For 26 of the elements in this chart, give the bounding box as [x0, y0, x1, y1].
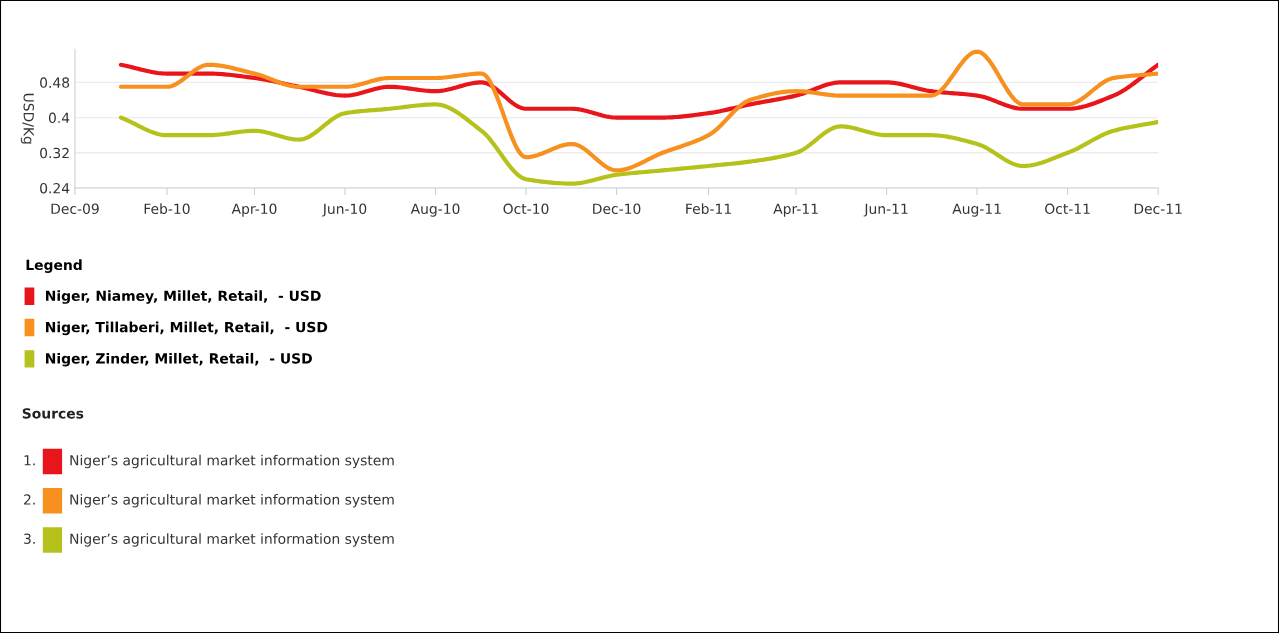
text: 2. Niger’s agricultural market information system	[24, 493, 394, 508]
text: 3. Niger’s agricultural market information system	[24, 533, 394, 547]
x-tick-label: Dec-11	[1134, 203, 1182, 215]
legend-label: Niger, Tillaberi, Millet, Retail, - USD	[46, 321, 328, 336]
y-tick-label: 0.48	[40, 77, 70, 88]
text: Sources	[22, 408, 84, 419]
y-tick-label: 0.4	[48, 112, 70, 124]
x-tick-label: Jun-10	[322, 203, 367, 217]
legend-label: Niger, Niamey, Millet, Retail, - USD	[46, 290, 321, 304]
x-tick-label: Feb-10	[144, 203, 190, 215]
y-tick-label: 0.24	[40, 182, 70, 194]
y-tick-label: 0.32	[40, 147, 69, 159]
x-tick-label: Apr-11	[773, 203, 818, 217]
x-tick-label: Apr-10	[231, 203, 277, 217]
text: 1. Niger’s agricultural market information system	[24, 454, 394, 469]
x-tick-label: Aug-11	[952, 203, 1001, 217]
y-axis-title: USD/Kg	[20, 93, 34, 144]
x-tick-label: Jun-11	[863, 203, 908, 217]
x-tick-label: Dec-09	[51, 203, 99, 215]
x-tick-label: Feb-11	[686, 203, 731, 215]
x-tick-label: Dec-10	[593, 203, 641, 215]
legend-title: Legend	[26, 259, 82, 273]
legend-label: Niger, Zinder, Millet, Retail, - USD	[46, 352, 312, 367]
x-tick-label: Aug-10	[410, 203, 460, 217]
x-tick-label: Oct-11	[1045, 203, 1090, 215]
x-tick-label: Oct-10	[503, 203, 549, 215]
